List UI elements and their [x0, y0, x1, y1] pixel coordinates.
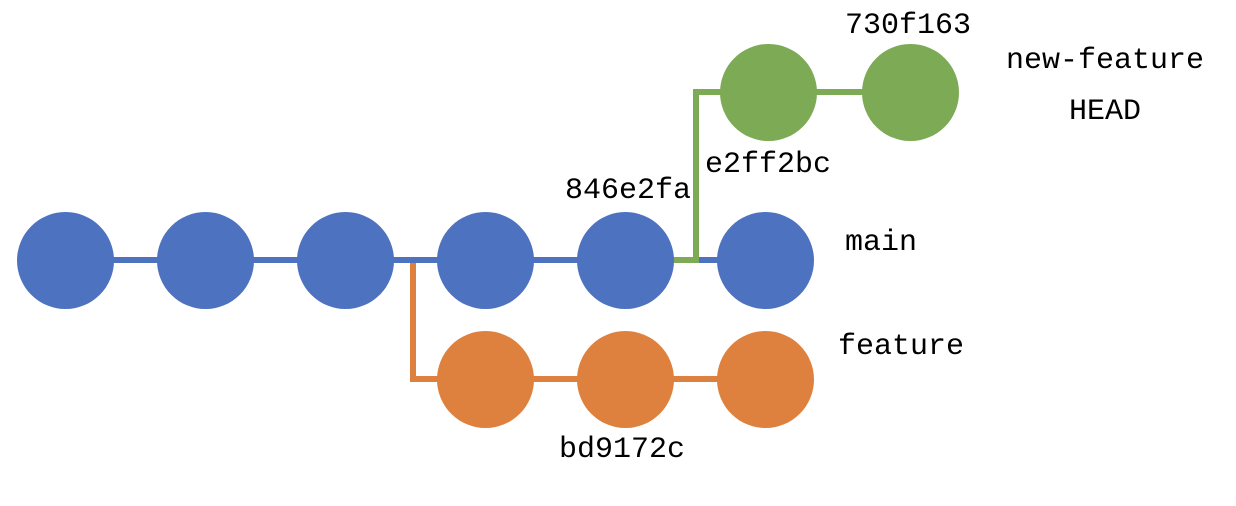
- branch-edge-main: [65, 257, 765, 263]
- commit-node-new-feature-2: [861, 43, 959, 141]
- commit-node-main-6: [716, 211, 814, 309]
- branch-label-new-feature: new-feature: [1005, 44, 1205, 78]
- commit-hash-label-e2ff2bc: e2ff2bc: [704, 148, 832, 182]
- commit-node-main-4: [436, 211, 534, 309]
- commit-node-main-3: [296, 211, 394, 309]
- commit-node-main-1: [16, 211, 114, 309]
- commit-node-feature-1: [436, 330, 534, 428]
- branch-edge-new-feature: [693, 90, 699, 263]
- commit-hash-label-846e2fa: 846e2fa: [564, 174, 692, 208]
- branch-label-main: main: [844, 226, 918, 260]
- branch-edge-feature: [410, 258, 416, 380]
- branch-label-feature: feature: [837, 330, 965, 364]
- commit-node-main-2: [156, 211, 254, 309]
- commit-node-feature-2: [576, 330, 674, 428]
- head-label: HEAD: [1068, 95, 1142, 129]
- commit-hash-label-bd9172c: bd9172c: [558, 433, 686, 467]
- commit-hash-label-730f163: 730f163: [844, 9, 972, 43]
- branch-edge-new-feature: [648, 257, 699, 263]
- commit-node-new-feature-1: [719, 43, 817, 141]
- commit-node-main-5: [576, 211, 674, 309]
- branch-edge-new-feature: [768, 89, 910, 95]
- commit-node-feature-3: [716, 330, 814, 428]
